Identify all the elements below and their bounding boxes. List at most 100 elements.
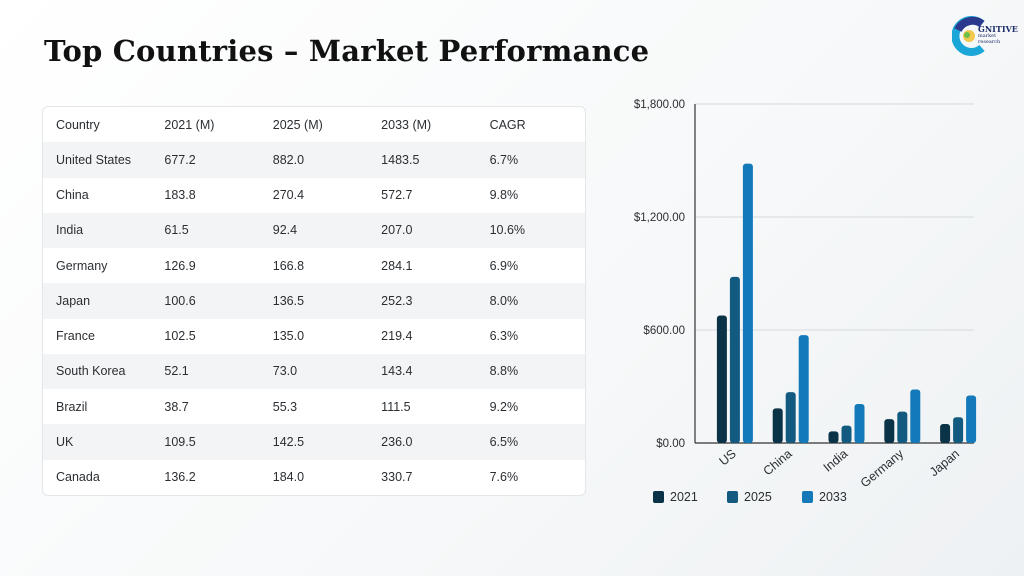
- table-row: Canada 136.2 184.0 330.7 7.6%: [43, 460, 585, 495]
- header-2021: 2021 (M): [164, 117, 215, 132]
- logo-main-text: GNITIVE: [978, 24, 1018, 34]
- cell-country: France: [56, 329, 95, 344]
- cell-country: UK: [43, 424, 152, 460]
- cell-country: Canada: [56, 470, 100, 485]
- bar-2021-china: [772, 408, 783, 443]
- legend-label-2025: 2025: [744, 490, 772, 504]
- cell-2025: 270.4: [272, 188, 305, 203]
- bar-2025-us: [729, 276, 740, 443]
- table-row: South Korea 52.1 73.0 143.4 8.8%: [43, 353, 585, 390]
- market-table-card: Country 2021 (M) 2025 (M) 2033 (M) CAGR …: [42, 106, 586, 496]
- cell-2033: 330.7: [381, 470, 413, 485]
- cell-cagr: 9.2%: [489, 399, 519, 414]
- market-table: Country 2021 (M) 2025 (M) 2033 (M) CAGR …: [43, 107, 585, 495]
- cell-cagr: 6.3%: [489, 329, 519, 344]
- table-row: UK 109.5 142.5 236.0 6.5%: [43, 424, 585, 460]
- cell-2025: 184.0: [272, 470, 305, 485]
- cell-2025: 136.5: [259, 283, 369, 319]
- cell-2033: 572.7: [381, 188, 413, 203]
- cell-2025: 166.8: [272, 258, 305, 273]
- table-row: France 102.5 135.0 219.4 6.3%: [43, 319, 585, 354]
- y-tick-label: $1,800.00: [634, 99, 685, 111]
- cell-2021: 109.5: [151, 424, 260, 460]
- legend-label-2033: 2033: [819, 490, 847, 504]
- header-2025: 2025 (M): [272, 117, 323, 132]
- cell-2021: 102.5: [164, 329, 196, 344]
- bar-2033-india: [854, 404, 865, 443]
- company-logo: GNITIVE market research: [952, 14, 1018, 58]
- bar-2025-germany: [897, 411, 908, 443]
- cell-2033: 143.4: [368, 353, 477, 390]
- cell-2025: 92.4: [259, 212, 369, 249]
- table-header-row: Country 2021 (M) 2025 (M) 2033 (M) CAGR: [43, 107, 585, 142]
- cell-2021: 52.1: [151, 353, 260, 390]
- bar-2033-germany: [910, 389, 921, 443]
- x-tick-label: India: [821, 447, 851, 475]
- legend-label-2021: 2021: [670, 490, 698, 504]
- cell-country: Brazil: [56, 399, 88, 414]
- bar-chart-svg: $0.00 $600.00 $1,200.00 $1,800.00 US China Ind…: [634, 99, 977, 504]
- legend-swatch-2025: [727, 491, 738, 503]
- cell-cagr: 6.9%: [489, 258, 519, 273]
- cell-country: United States: [43, 142, 152, 178]
- y-tick-label: $600.00: [643, 325, 685, 337]
- table-row: Germany 126.9 166.8 284.1 6.9%: [43, 248, 585, 283]
- y-tick-label: $1,200.00: [634, 212, 685, 224]
- cell-country: China: [56, 188, 89, 203]
- cell-2033: 219.4: [381, 329, 413, 344]
- table-row: United States 677.2 882.0 1483.5 6.7%: [43, 142, 585, 178]
- cell-2021: 100.6: [151, 283, 260, 319]
- table-row: China 183.8 270.4 572.7 9.8%: [43, 178, 585, 213]
- cell-2021: 38.7: [164, 399, 189, 414]
- bar-2021-japan: [940, 424, 951, 443]
- cell-2021: 136.2: [164, 470, 196, 485]
- bar-2021-india: [828, 431, 839, 443]
- logo-sub-text: research: [978, 39, 1001, 45]
- cell-2033: 111.5: [381, 399, 411, 414]
- page-title: Top Countries – Market Performance: [44, 34, 650, 68]
- cell-2025: 142.5: [259, 424, 369, 460]
- cell-2021: 183.8: [164, 188, 196, 203]
- logo-sub-text: market: [978, 33, 997, 39]
- cell-2025: 73.0: [259, 353, 369, 390]
- cell-2025: 55.3: [272, 399, 298, 414]
- logo-mark-icon: [952, 16, 985, 56]
- cell-2033: 236.0: [368, 424, 477, 460]
- bar-chart: $0.00 $600.00 $1,200.00 $1,800.00 US China Ind…: [600, 86, 1000, 516]
- bar-2025-japan: [953, 417, 964, 443]
- cell-2025: 882.0: [259, 142, 369, 178]
- y-tick-label: $0.00: [656, 438, 685, 450]
- table-row: India 61.5 92.4 207.0 10.6%: [43, 212, 585, 249]
- cell-cagr: 8.0%: [476, 283, 585, 319]
- cell-cagr: 8.8%: [476, 353, 585, 390]
- header-cagr: CAGR: [489, 117, 526, 132]
- cell-cagr: 6.7%: [476, 142, 585, 178]
- cell-country: India: [43, 212, 152, 249]
- legend-swatch-2033: [802, 491, 813, 503]
- cell-2021: 126.9: [164, 258, 196, 273]
- cell-country: Germany: [56, 258, 108, 273]
- cell-2021: 61.5: [151, 212, 260, 249]
- legend-swatch-2021: [653, 491, 664, 503]
- cell-2025: 135.0: [272, 329, 305, 344]
- cell-2033: 284.1: [381, 258, 413, 273]
- bar-2021-us: [716, 315, 727, 443]
- cell-cagr: 9.8%: [489, 188, 519, 203]
- x-tick-label: China: [761, 447, 795, 479]
- x-tick-label: Japan: [927, 447, 962, 480]
- bar-2033-japan: [966, 395, 977, 443]
- cell-country: Japan: [43, 283, 152, 319]
- x-tick-label: Germany: [858, 446, 907, 490]
- cell-2021: 677.2: [151, 142, 260, 178]
- cell-cagr: 6.5%: [476, 424, 585, 460]
- cell-2033: 1483.5: [368, 142, 477, 178]
- header-2033: 2033 (M): [381, 117, 432, 132]
- header-country: Country: [56, 117, 100, 132]
- cell-cagr: 7.6%: [489, 470, 519, 485]
- cell-country: South Korea: [43, 353, 152, 390]
- table-row: Japan 100.6 136.5 252.3 8.0%: [43, 283, 585, 319]
- cell-2033: 207.0: [368, 212, 477, 249]
- table-row: Brazil 38.7 55.3 111.5 9.2%: [43, 389, 585, 424]
- cell-2033: 252.3: [368, 283, 477, 319]
- bar-2033-us: [742, 163, 753, 444]
